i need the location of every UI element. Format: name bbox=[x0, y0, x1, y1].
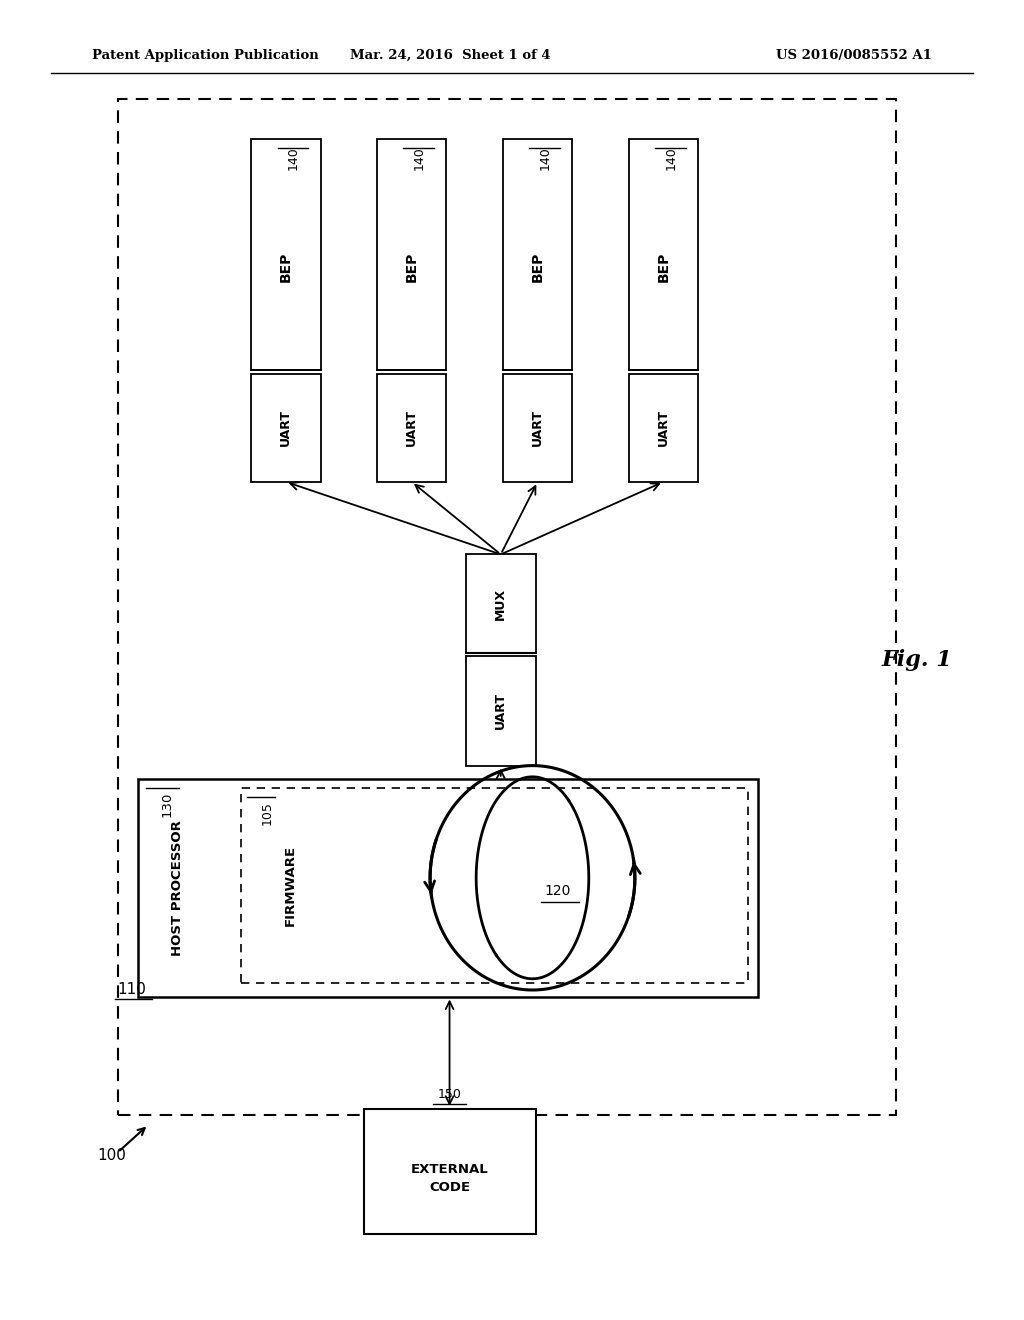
Bar bbox=[466, 656, 536, 766]
Text: 140: 140 bbox=[287, 147, 299, 170]
Bar bbox=[118, 99, 896, 1115]
Text: UART: UART bbox=[406, 409, 418, 446]
Text: BEP: BEP bbox=[656, 252, 671, 282]
Text: BEP: BEP bbox=[404, 252, 419, 282]
Text: UART: UART bbox=[657, 409, 670, 446]
Bar bbox=[241, 788, 748, 983]
Text: 130: 130 bbox=[161, 792, 174, 817]
Text: US 2016/0085552 A1: US 2016/0085552 A1 bbox=[776, 49, 932, 62]
Bar bbox=[466, 554, 536, 653]
Bar bbox=[251, 139, 321, 370]
Text: Patent Application Publication: Patent Application Publication bbox=[92, 49, 318, 62]
Text: 100: 100 bbox=[97, 1147, 126, 1163]
Bar bbox=[377, 139, 446, 370]
Text: EXTERNAL
CODE: EXTERNAL CODE bbox=[411, 1163, 488, 1193]
Text: Mar. 24, 2016  Sheet 1 of 4: Mar. 24, 2016 Sheet 1 of 4 bbox=[350, 49, 551, 62]
Text: 110: 110 bbox=[118, 982, 146, 997]
Bar bbox=[629, 139, 698, 370]
Bar bbox=[364, 1109, 536, 1234]
Bar bbox=[503, 139, 572, 370]
Text: 140: 140 bbox=[413, 147, 425, 170]
Text: HOST PROCESSOR: HOST PROCESSOR bbox=[171, 820, 183, 956]
Text: Fig. 1: Fig. 1 bbox=[881, 649, 952, 671]
Text: UART: UART bbox=[495, 692, 507, 730]
Text: BEP: BEP bbox=[530, 252, 545, 282]
Text: FIRMWARE: FIRMWARE bbox=[284, 845, 296, 927]
Text: 120: 120 bbox=[545, 884, 571, 898]
Bar bbox=[251, 374, 321, 482]
Bar bbox=[629, 374, 698, 482]
Text: UART: UART bbox=[280, 409, 292, 446]
Text: 140: 140 bbox=[539, 147, 551, 170]
Bar bbox=[503, 374, 572, 482]
Text: 150: 150 bbox=[437, 1088, 462, 1101]
Bar bbox=[138, 779, 758, 997]
Text: 140: 140 bbox=[665, 147, 677, 170]
Text: 105: 105 bbox=[261, 801, 274, 825]
Text: UART: UART bbox=[531, 409, 544, 446]
Text: MUX: MUX bbox=[495, 587, 507, 620]
Text: BEP: BEP bbox=[279, 252, 293, 282]
Bar bbox=[377, 374, 446, 482]
